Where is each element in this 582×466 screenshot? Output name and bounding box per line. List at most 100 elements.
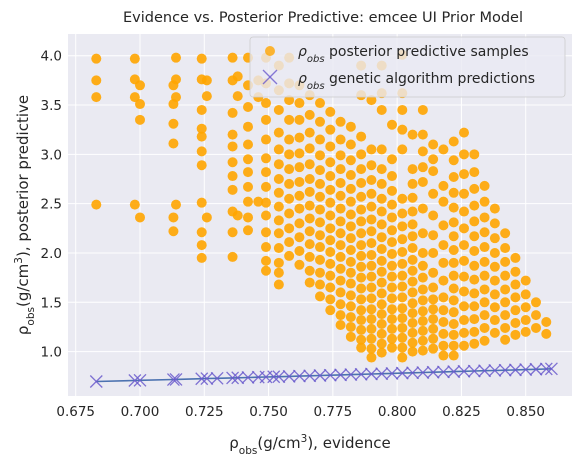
sample-point <box>196 53 207 64</box>
sample-point <box>335 190 346 201</box>
sample-point <box>304 200 315 211</box>
sample-point <box>273 257 284 268</box>
sample-point <box>448 172 459 183</box>
sample-point <box>168 226 179 237</box>
sample-point <box>356 272 367 283</box>
sample-point <box>171 199 181 210</box>
sample-point <box>232 91 243 102</box>
sample-point <box>407 346 418 357</box>
sample-point <box>407 129 418 140</box>
sample-point <box>500 228 511 239</box>
ga-point <box>241 370 255 384</box>
sample-point <box>356 131 367 142</box>
sample-point <box>356 250 367 261</box>
sample-point <box>356 315 367 326</box>
sample-point <box>366 282 377 293</box>
sample-point <box>428 267 439 278</box>
sample-point <box>459 327 469 338</box>
sample-point <box>387 342 397 353</box>
sample-point <box>500 284 511 295</box>
ga-point <box>395 366 409 380</box>
sample-point <box>304 226 315 237</box>
sample-point <box>397 303 408 314</box>
sample-point <box>397 208 408 219</box>
sample-point <box>448 136 459 147</box>
ga-point <box>529 362 543 376</box>
sample-point <box>196 131 207 142</box>
sample-point <box>469 216 480 227</box>
ga-point <box>231 371 245 385</box>
sample-point <box>428 304 439 315</box>
sample-point <box>325 141 336 152</box>
ga-point <box>375 367 389 381</box>
sample-point <box>376 206 387 217</box>
sample-point <box>325 305 336 316</box>
y-axis-label: ρobs(g/cm3), posterior predictive <box>13 95 37 335</box>
sample-point <box>448 202 459 213</box>
sample-point <box>335 116 346 127</box>
sample-point <box>500 310 511 321</box>
sample-point <box>366 144 377 155</box>
sample-point <box>91 75 102 86</box>
sample-point <box>196 123 207 134</box>
ga-point <box>436 365 450 379</box>
sample-point <box>376 193 387 204</box>
sample-point <box>335 177 346 188</box>
sample-point <box>428 230 439 241</box>
sample-point <box>376 328 387 339</box>
sample-point <box>294 98 305 109</box>
sample-point <box>417 129 428 140</box>
sample-point <box>227 227 238 238</box>
sample-point <box>397 292 408 303</box>
sample-point <box>428 154 439 165</box>
sample-point <box>366 260 377 271</box>
legend-marker-ga <box>262 69 278 85</box>
sample-point <box>366 323 377 334</box>
sample-point <box>469 260 480 271</box>
sample-point <box>438 257 449 268</box>
sample-point <box>438 196 449 207</box>
sample-point <box>479 270 490 281</box>
sample-point <box>227 129 238 140</box>
sample-point <box>325 106 336 117</box>
sample-point <box>356 294 367 305</box>
ga-point <box>313 369 327 382</box>
sample-point <box>366 293 377 304</box>
sample-point <box>541 317 552 328</box>
sample-point <box>273 267 284 278</box>
sample-point <box>335 216 346 227</box>
legend-box <box>249 36 566 98</box>
sample-point <box>294 259 305 270</box>
y-tick-labels: 1.0 1.5 2.0 2.5 3.0 3.5 4.0 <box>41 49 62 361</box>
sample-point <box>376 288 387 299</box>
x-tick-label: 0.850 <box>506 404 545 420</box>
sample-point <box>459 301 469 312</box>
sample-point <box>397 104 408 115</box>
sample-point <box>448 270 459 281</box>
sample-point <box>366 314 377 325</box>
sample-point <box>366 174 377 185</box>
sample-point <box>376 164 387 175</box>
ga-point <box>128 374 142 387</box>
sample-point <box>448 329 459 340</box>
sample-point <box>345 155 356 166</box>
sample-point <box>345 170 356 181</box>
sample-point <box>479 322 490 333</box>
sample-point <box>387 171 397 182</box>
chart-title: Evidence vs. Posterior Predictive: emcee… <box>123 10 523 26</box>
sample-point <box>448 295 459 306</box>
sample-point <box>315 134 325 145</box>
sample-point <box>261 134 271 145</box>
sample-point <box>315 165 325 176</box>
sample-point <box>417 228 428 239</box>
sample-point <box>366 95 377 106</box>
sample-point <box>407 327 418 338</box>
sample-point <box>479 284 490 295</box>
ga-point <box>226 371 240 385</box>
ga-point <box>267 370 281 384</box>
sample-point <box>397 246 408 257</box>
sample-point <box>273 159 284 170</box>
sample-point <box>345 312 356 323</box>
ga-point <box>467 364 481 378</box>
ga-line-layer <box>96 368 552 383</box>
